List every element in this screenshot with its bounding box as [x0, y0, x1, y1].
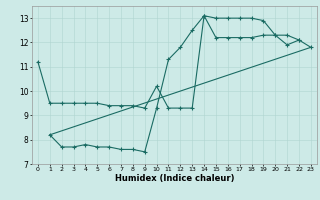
X-axis label: Humidex (Indice chaleur): Humidex (Indice chaleur): [115, 174, 234, 183]
